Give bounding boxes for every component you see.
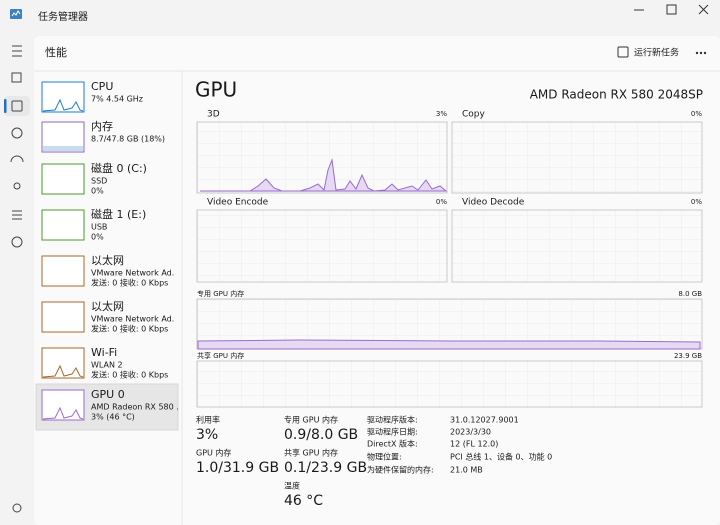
nav-users[interactable] <box>13 182 21 190</box>
more-dot[interactable] <box>695 51 699 55</box>
gpu-model: AMD Radeon RX 580 2048SP <box>530 88 703 102</box>
device-thumbnail <box>41 301 85 333</box>
nav-selected-bg <box>4 96 30 116</box>
stat-value: 46 °C <box>284 493 323 509</box>
stat-value: 0.9/8.0 GB <box>284 427 358 443</box>
stat-label: 利用率 <box>196 415 220 425</box>
device-detail: 3% (46 °C) <box>91 413 135 422</box>
memory-label: 专用 GPU 内存 <box>197 289 244 298</box>
more-dot[interactable] <box>699 51 703 55</box>
stat-label: 共享 GPU 内存 <box>284 448 338 458</box>
info-value: 12 (FL 12.0) <box>450 440 498 449</box>
stat-value: 1.0/31.9 GB <box>196 460 279 476</box>
device-name: 磁盘 0 (C:) <box>91 161 147 175</box>
nav-selected-indicator <box>4 99 7 113</box>
nav-performance[interactable] <box>11 100 23 112</box>
info-label: 为硬件保留的内存: <box>367 465 434 475</box>
device-detail: SSD <box>91 177 107 186</box>
nav-processes[interactable] <box>11 72 22 83</box>
device-detail: 发送: 0 接收: 0 Kbps <box>91 278 168 288</box>
nav-settings[interactable] <box>12 503 22 513</box>
graph-label: Copy <box>462 110 486 120</box>
info-value: 2023/3/30 <box>450 428 491 437</box>
close-button[interactable] <box>698 4 709 15</box>
graph-value: 3% <box>436 110 447 118</box>
graph-label: Video Encode <box>207 198 269 208</box>
device-thumbnail-graph <box>42 98 84 112</box>
device-thumbnail <box>41 255 85 287</box>
device-name: 内存 <box>91 119 113 133</box>
device-name: GPU 0 <box>91 388 125 401</box>
device-thumbnail-graph <box>42 406 84 420</box>
dedicated-memory-graph <box>197 339 701 350</box>
device-detail: 0% <box>91 187 104 196</box>
detail-title: GPU <box>195 78 237 102</box>
info-value: 31.0.12027.9001 <box>450 416 519 425</box>
stat-label: 专用 GPU 内存 <box>284 415 338 425</box>
device-detail: 0% <box>91 233 104 242</box>
device-list: CPU 7% 4.54 GHz 内存 8.7/47.8 GB (18%) 磁盘 0 (C… <box>41 80 179 422</box>
device-name: 以太网 <box>91 300 124 313</box>
device-detail: VMware Network Ad. <box>91 315 174 324</box>
memory-box <box>196 360 703 408</box>
stat-label: GPU 内存 <box>196 448 231 458</box>
memory-value: 8.0 GB <box>678 290 702 298</box>
app-icon-line <box>11 10 21 17</box>
device-name: 磁盘 1 (E:) <box>91 207 146 221</box>
page-title: 性能 <box>45 45 67 59</box>
stat-label: 温度 <box>284 481 300 491</box>
graph-box <box>451 121 703 194</box>
info-label: 物理位置: <box>367 452 402 462</box>
nav-history[interactable] <box>11 127 23 139</box>
device-name: 以太网 <box>91 254 124 267</box>
window-title: 任务管理器 <box>38 10 88 23</box>
stat-value: 0.1/23.9 GB <box>284 460 367 476</box>
device-detail: USB <box>91 223 107 232</box>
nav-services[interactable] <box>11 236 23 248</box>
device-detail: VMware Network Ad. <box>91 269 174 278</box>
more-dot[interactable] <box>703 51 707 55</box>
info-value: PCI 总线 1、设备 0、功能 0 <box>450 452 552 462</box>
nav-details[interactable] <box>12 210 22 220</box>
nav-menu[interactable] <box>12 45 22 57</box>
info-label: 驱动程序版本: <box>367 415 418 425</box>
memory-value: 23.9 GB <box>674 352 702 360</box>
device-name: CPU <box>91 80 113 93</box>
stat-value: 3% <box>196 427 218 443</box>
memory-label: 共享 GPU 内存 <box>197 351 244 360</box>
stats: 利用率 3% GPU 内存 1.0/31.9 GB 专用 GPU 内存 0.9/8.0 G… <box>196 415 552 510</box>
device-thumbnail-fill <box>43 146 83 151</box>
nav-startup[interactable] <box>10 155 24 163</box>
graph-box <box>196 121 448 194</box>
maximize-button[interactable] <box>666 4 677 15</box>
graph-value: 0% <box>436 198 447 206</box>
device-detail: 发送: 0 接收: 0 Kbps <box>91 370 168 380</box>
info-label: 驱动程序日期: <box>367 427 418 437</box>
graph-value: 0% <box>691 110 702 118</box>
device-thumbnail <box>41 163 85 195</box>
graph-box <box>451 209 703 283</box>
device-detail: AMD Radeon RX 580 . <box>91 403 179 412</box>
info-value: 21.0 MB <box>450 466 483 475</box>
device-detail: 发送: 0 接收: 0 Kbps <box>91 324 168 334</box>
graph-label: Video Decode <box>462 198 525 208</box>
device-name: Wi-Fi <box>91 346 117 359</box>
device-detail: WLAN 2 <box>91 361 123 370</box>
device-thumbnail <box>41 209 85 241</box>
graph-box <box>196 209 448 283</box>
device-thumbnail-graph <box>42 364 84 378</box>
run-task-icon[interactable] <box>617 46 629 58</box>
run-task-button[interactable]: 运行新任务 <box>634 47 679 59</box>
graph-label: 3D <box>207 110 220 120</box>
info-label: DirectX 版本: <box>367 439 418 449</box>
graph-value: 0% <box>691 198 702 206</box>
device-detail: 8.7/47.8 GB (18%) <box>91 135 165 144</box>
device-detail: 7% 4.54 GHz <box>91 95 143 104</box>
gpu-3d-usage-graph <box>200 158 448 192</box>
